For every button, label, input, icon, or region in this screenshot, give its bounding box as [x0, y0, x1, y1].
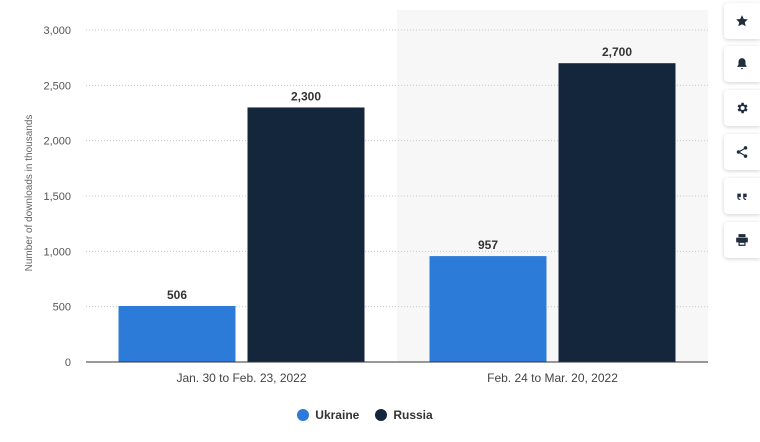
- y-tick-label: 0: [65, 357, 71, 369]
- legend-item-ukraine[interactable]: Ukraine: [297, 408, 359, 422]
- y-axis-title: Number of downloads in thousands: [24, 115, 35, 272]
- bar-russia-0[interactable]: [247, 107, 365, 362]
- y-tick-label: 1,500: [43, 191, 71, 203]
- cite-button[interactable]: [724, 178, 760, 214]
- value-label: 2,300: [291, 89, 321, 103]
- quote-icon: [737, 193, 747, 201]
- x-axis-labels: Jan. 30 to Feb. 23, 2022 Feb. 24 to Mar. …: [176, 371, 618, 385]
- value-label: 506: [167, 288, 187, 302]
- value-label: 957: [478, 238, 498, 252]
- y-tick-label: 1,000: [43, 246, 71, 258]
- x-category-label: Feb. 24 to Mar. 20, 2022: [487, 371, 618, 385]
- bell-icon: [737, 58, 747, 70]
- y-tick-label: 2,000: [43, 136, 71, 148]
- x-category-label: Jan. 30 to Feb. 23, 2022: [176, 371, 306, 385]
- legend-marker-russia: [375, 409, 388, 421]
- share-icon: [736, 146, 748, 158]
- legend: Ukraine Russia: [0, 408, 730, 422]
- value-label: 2,700: [602, 45, 632, 59]
- bar-chart: 0 500 1,000 1,500 2,000 2,500 3,000 506 2,300 95…: [24, 25, 708, 385]
- y-tick-label: 500: [53, 302, 71, 314]
- y-tick-label: 2,500: [43, 80, 71, 92]
- share-button[interactable]: [724, 134, 760, 170]
- legend-label-russia: Russia: [393, 408, 433, 422]
- legend-item-russia[interactable]: Russia: [375, 408, 433, 422]
- print-button[interactable]: [724, 222, 760, 258]
- gear-icon: [737, 102, 748, 114]
- bar-russia-1[interactable]: [558, 63, 676, 362]
- bars: [118, 63, 676, 362]
- print-icon: [736, 234, 748, 246]
- y-axis-ticks: 0 500 1,000 1,500 2,000 2,500 3,000: [43, 25, 71, 369]
- y-tick-label: 3,000: [43, 25, 71, 37]
- settings-button[interactable]: [724, 90, 760, 126]
- bar-ukraine-1[interactable]: [429, 256, 547, 362]
- legend-marker-ukraine: [297, 409, 310, 421]
- star-icon: [736, 15, 748, 27]
- legend-label-ukraine: Ukraine: [315, 408, 360, 422]
- value-labels: 506 2,300 957 2,700: [167, 45, 632, 302]
- favorite-button[interactable]: [724, 3, 760, 39]
- notification-button[interactable]: [724, 46, 760, 82]
- bar-ukraine-0[interactable]: [118, 306, 236, 362]
